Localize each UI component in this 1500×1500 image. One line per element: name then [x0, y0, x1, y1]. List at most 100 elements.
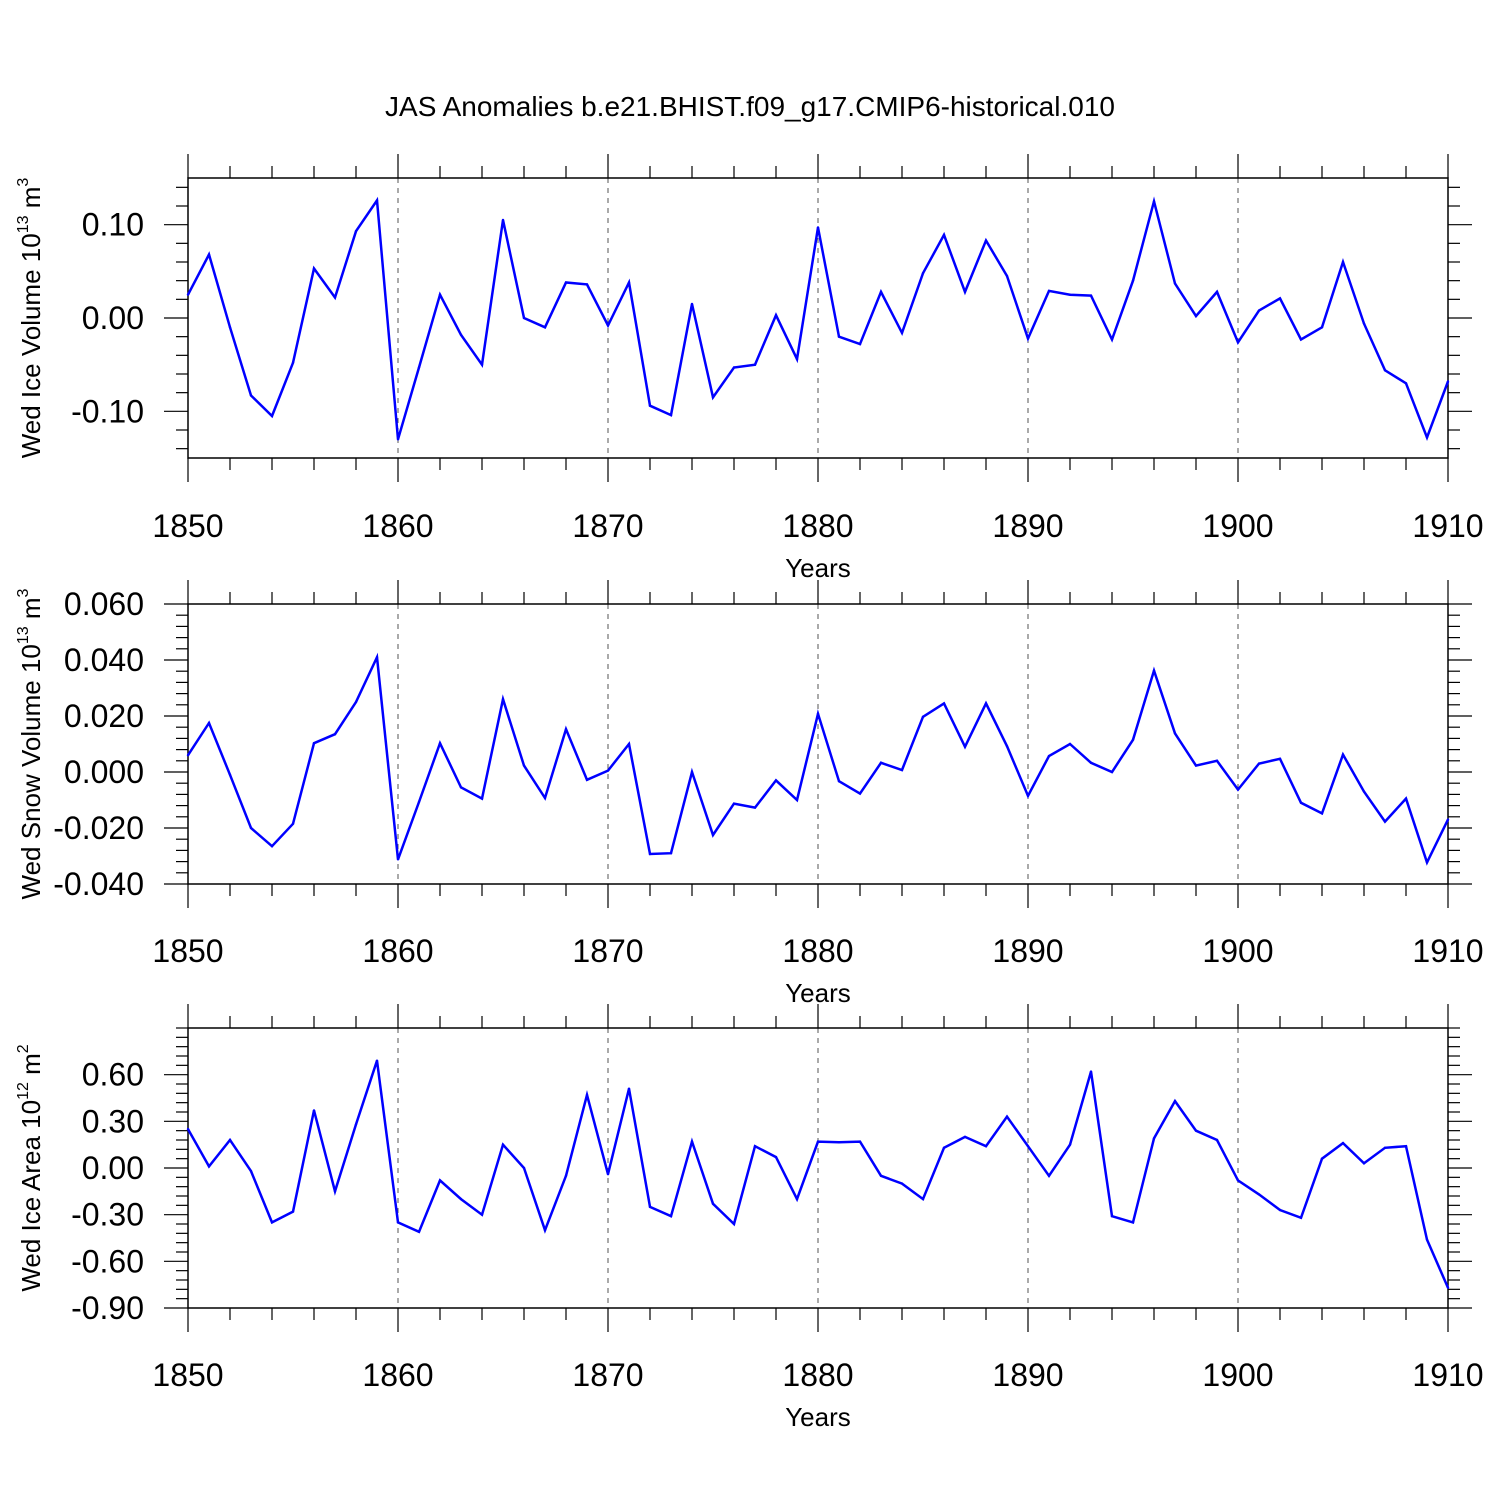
data-point — [585, 778, 589, 782]
y-axis-title-unit: m — [16, 1053, 46, 1082]
data-point — [501, 698, 505, 701]
data-point — [1236, 1179, 1240, 1182]
data-point — [1404, 797, 1408, 800]
data-point — [207, 253, 211, 256]
data-point — [669, 852, 673, 855]
data-point — [1110, 338, 1114, 341]
data-point — [1068, 1143, 1072, 1146]
data-point — [1173, 732, 1177, 735]
x-tick-label: 1890 — [992, 508, 1063, 544]
data-point — [1152, 669, 1156, 672]
data-point — [690, 302, 694, 306]
data-point — [711, 1202, 715, 1205]
data-point — [1341, 753, 1345, 756]
data-point — [711, 833, 715, 837]
data-point — [606, 769, 610, 772]
y-axis-title-unit: m — [16, 187, 46, 216]
data-point — [963, 290, 967, 294]
data-point — [1005, 745, 1009, 748]
data-point — [816, 226, 820, 229]
data-point — [1446, 818, 1450, 821]
data-point — [627, 742, 631, 746]
y-axis-title-unit-exponent: 3 — [15, 588, 32, 597]
x-tick-label: 1880 — [782, 933, 853, 969]
data-point — [186, 754, 190, 757]
data-point — [1362, 790, 1366, 793]
y-axis-title-exponent: 13 — [15, 626, 32, 644]
data-point — [1131, 279, 1135, 282]
data-point — [1362, 322, 1366, 325]
y-tick-label: 0.000 — [64, 754, 144, 790]
data-point — [1425, 1238, 1429, 1241]
data-point — [1257, 762, 1261, 765]
data-point — [1089, 761, 1093, 764]
data-point — [585, 1093, 589, 1097]
data-point — [816, 712, 820, 715]
data-point — [858, 1140, 862, 1143]
data-point — [1215, 290, 1219, 294]
data-point — [921, 1197, 925, 1201]
data-point — [1068, 293, 1072, 296]
x-tick-label: 1870 — [572, 1357, 643, 1393]
data-point — [522, 316, 526, 320]
data-point — [270, 414, 274, 418]
x-tick-label: 1900 — [1202, 508, 1273, 544]
data-point — [522, 764, 526, 767]
data-point — [312, 741, 316, 745]
y-tick-label: -0.60 — [71, 1243, 144, 1279]
data-point — [228, 326, 232, 329]
data-point — [627, 281, 631, 284]
y-tick-label: -0.90 — [71, 1290, 144, 1326]
x-tick-label: 1850 — [152, 508, 223, 544]
data-point — [1446, 380, 1450, 383]
y-axis-title-exponent: 13 — [15, 215, 32, 233]
data-point — [1341, 260, 1345, 264]
data-point — [1299, 338, 1303, 341]
data-point — [837, 1141, 841, 1144]
x-tick-label: 1880 — [782, 1357, 853, 1393]
y-axis-title: Wed Snow Volume 1013 m3 — [15, 588, 46, 899]
y-tick-label: 0.060 — [64, 586, 144, 622]
data-point — [879, 290, 883, 294]
data-point — [1152, 200, 1156, 203]
x-tick-label: 1850 — [152, 933, 223, 969]
data-point — [1278, 1208, 1282, 1212]
y-tick-label: 0.00 — [82, 300, 144, 336]
data-point — [291, 822, 295, 825]
data-point — [333, 733, 337, 736]
data-point — [186, 293, 190, 296]
data-point — [501, 1143, 505, 1146]
y-tick-label: 0.00 — [82, 1150, 144, 1186]
data-point — [648, 852, 652, 856]
data-point — [1257, 1193, 1261, 1196]
data-point — [228, 1138, 232, 1142]
data-point — [1236, 341, 1240, 344]
y-axis-title: Wed Ice Area 1012 m2 — [15, 1044, 46, 1291]
data-point — [375, 1059, 379, 1062]
x-tick-label: 1900 — [1202, 1357, 1273, 1393]
data-point — [606, 324, 610, 327]
data-point — [480, 363, 484, 366]
y-tick-label: 0.10 — [82, 207, 144, 243]
data-point — [858, 792, 862, 795]
x-axis-title: Years — [785, 1402, 851, 1432]
x-tick-label: 1890 — [992, 1357, 1063, 1393]
data-point — [1278, 757, 1282, 761]
y-tick-label: -0.040 — [53, 866, 144, 902]
data-point — [1257, 309, 1261, 312]
data-point — [480, 797, 484, 800]
data-point — [900, 331, 904, 335]
data-point — [1236, 788, 1240, 791]
data-point — [291, 361, 295, 364]
data-point — [837, 780, 841, 783]
data-point — [543, 1229, 547, 1232]
data-point — [228, 773, 232, 776]
data-point — [270, 845, 274, 848]
data-point — [459, 1197, 463, 1201]
y-axis-title-unit-exponent: 3 — [15, 178, 32, 187]
data-point — [1131, 738, 1135, 741]
y-tick-label: 0.30 — [82, 1103, 144, 1139]
